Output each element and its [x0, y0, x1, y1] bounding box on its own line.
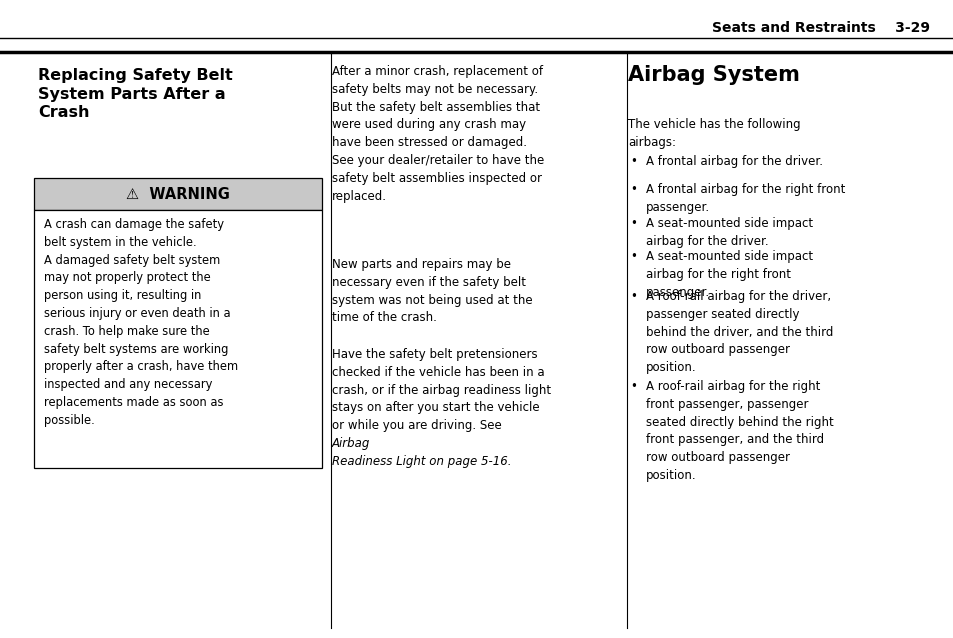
Text: Airbag
Readiness Light on page 5-16.: Airbag Readiness Light on page 5-16.: [332, 437, 511, 468]
Text: After a minor crash, replacement of
safety belts may not be necessary.
But the s: After a minor crash, replacement of safe…: [332, 65, 543, 203]
Text: •: •: [629, 183, 637, 196]
Text: Have the safety belt pretensioners
checked if the vehicle has been in a
crash, o: Have the safety belt pretensioners check…: [332, 348, 551, 432]
FancyBboxPatch shape: [34, 210, 322, 468]
Text: Seats and Restraints    3-29: Seats and Restraints 3-29: [711, 21, 929, 35]
Text: A seat-mounted side impact
airbag for the driver.: A seat-mounted side impact airbag for th…: [645, 217, 812, 248]
Text: The vehicle has the following
airbags:: The vehicle has the following airbags:: [627, 118, 800, 149]
FancyBboxPatch shape: [34, 178, 322, 210]
Text: A crash can damage the safety
belt system in the vehicle.
A damaged safety belt : A crash can damage the safety belt syste…: [44, 218, 238, 427]
Text: ⚠  WARNING: ⚠ WARNING: [126, 186, 230, 202]
Text: •: •: [629, 155, 637, 168]
Text: A roof-rail airbag for the right
front passenger, passenger
seated directly behi: A roof-rail airbag for the right front p…: [645, 380, 833, 482]
Text: Airbag System: Airbag System: [627, 65, 799, 85]
Text: •: •: [629, 380, 637, 393]
Text: Replacing Safety Belt
System Parts After a
Crash: Replacing Safety Belt System Parts After…: [38, 68, 233, 120]
Text: •: •: [629, 217, 637, 230]
Text: •: •: [629, 290, 637, 303]
Text: A frontal airbag for the driver.: A frontal airbag for the driver.: [645, 155, 822, 168]
Text: A seat-mounted side impact
airbag for the right front
passenger.: A seat-mounted side impact airbag for th…: [645, 250, 812, 299]
Text: A roof-rail airbag for the driver,
passenger seated directly
behind the driver, : A roof-rail airbag for the driver, passe…: [645, 290, 833, 375]
Text: New parts and repairs may be
necessary even if the safety belt
system was not be: New parts and repairs may be necessary e…: [332, 258, 532, 324]
Text: A frontal airbag for the right front
passenger.: A frontal airbag for the right front pas…: [645, 183, 844, 214]
Text: •: •: [629, 250, 637, 263]
